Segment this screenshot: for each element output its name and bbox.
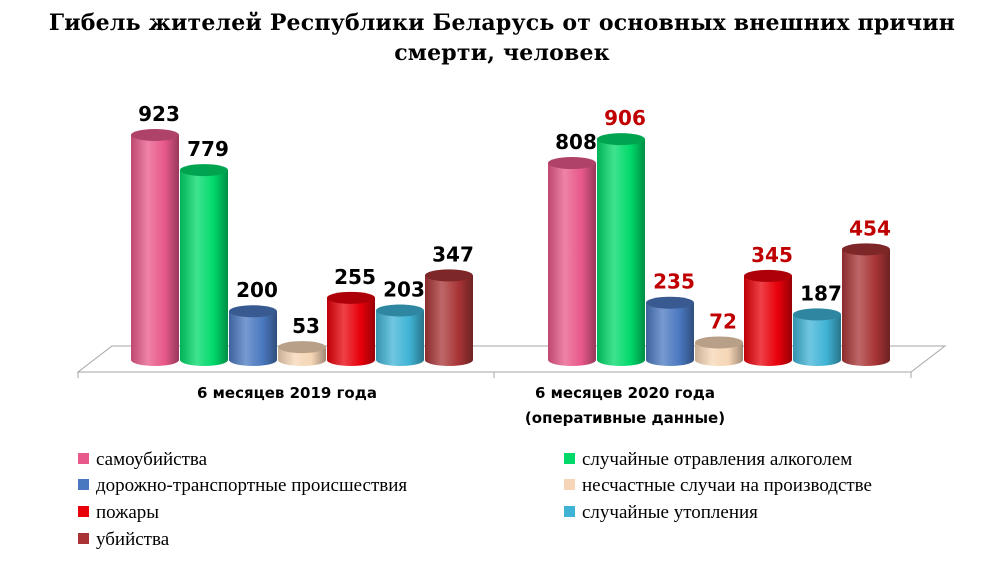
bar [278, 341, 326, 366]
value-labels-group: 923 808 779 906 200 235 53 72 255 345 203 187 347 454 [138, 102, 891, 338]
bar-body [842, 249, 890, 366]
bar-body [131, 135, 179, 366]
value-label: 53 [292, 314, 320, 338]
value-label: 187 [800, 281, 842, 305]
bar-cap [597, 133, 645, 146]
legend-label: случайные утопления [582, 502, 758, 523]
bar-body [793, 314, 841, 366]
bar [376, 304, 424, 366]
bar-body [548, 163, 596, 366]
bar-cap [180, 164, 228, 177]
legend-label: дорожно-транспортные происшествия [96, 475, 408, 496]
category-label: 6 месяцев 2019 года [197, 384, 377, 402]
value-label: 347 [432, 242, 474, 266]
value-label: 808 [555, 130, 597, 154]
bar [744, 269, 792, 366]
bar [229, 305, 277, 366]
bar [793, 308, 841, 366]
legend-item: дорожно-транспортные происшествия [78, 475, 407, 497]
legend-label: убийства [96, 529, 170, 550]
chart-title: Гибель жителей Республики Беларусь от ос… [48, 10, 956, 66]
bar-body [229, 311, 277, 366]
value-label: 454 [849, 216, 891, 240]
bar-cap [327, 291, 375, 304]
category-labels-group: 6 месяцев 2019 года 6 месяцев 2020 года (о… [197, 384, 725, 427]
bar [180, 164, 228, 366]
legend-label: случайные отравления алкоголем [582, 449, 853, 470]
bar-cap [278, 341, 326, 354]
bar [548, 157, 596, 366]
legend-item: самоубийства [78, 449, 207, 471]
bar-body [327, 297, 375, 366]
bar-body [597, 139, 645, 366]
bar-body [180, 170, 228, 366]
bar-cap [793, 308, 841, 321]
legend-item: убийства [78, 529, 169, 551]
legend-item: случайные отравления алкоголем [564, 449, 852, 471]
value-label: 203 [383, 278, 425, 302]
bar-cap [744, 269, 792, 282]
bar-body [744, 275, 792, 366]
bar-body [646, 302, 694, 366]
value-label: 923 [138, 102, 180, 126]
value-label: 200 [236, 278, 278, 302]
value-label: 906 [604, 106, 646, 130]
legend-label: несчастные случаи на производстве [582, 475, 872, 496]
legend-swatch [78, 479, 89, 490]
category-label: 6 месяцев 2020 года [535, 384, 715, 402]
bar-body [425, 275, 473, 366]
legend-swatch [78, 453, 89, 464]
legend-swatch [78, 533, 89, 544]
legend-swatch [564, 479, 575, 490]
bar [327, 291, 375, 366]
bar-cap [548, 157, 596, 170]
legend-label: самоубийства [96, 449, 208, 470]
bar-cap [131, 129, 179, 141]
bar-cap [229, 305, 277, 318]
bars-group [131, 129, 890, 366]
value-label: 779 [187, 137, 229, 161]
bar-body [695, 342, 743, 366]
value-label: 345 [751, 243, 793, 267]
bar [646, 296, 694, 366]
bar [131, 129, 179, 366]
legend-swatch [564, 453, 575, 464]
bar-cap [842, 243, 890, 256]
legend-item: пожары [78, 502, 159, 524]
legend-item: случайные утопления [564, 502, 758, 524]
bar-cap [425, 269, 473, 282]
bar [695, 336, 743, 366]
category-label: (оперативные данные) [525, 409, 725, 427]
value-label: 72 [709, 309, 737, 333]
legend-label: пожары [96, 502, 160, 523]
value-label: 235 [653, 270, 695, 294]
bar-cap [646, 296, 694, 309]
bar [425, 269, 473, 366]
legend-swatch [78, 506, 89, 517]
value-label: 255 [334, 265, 376, 289]
legend-item: несчастные случаи на производстве [564, 475, 872, 497]
bar [842, 243, 890, 366]
legend-swatch [564, 506, 575, 517]
bar-cap [695, 336, 743, 349]
bar [597, 133, 645, 366]
bar-body [376, 310, 424, 366]
bar-cap [376, 304, 424, 317]
